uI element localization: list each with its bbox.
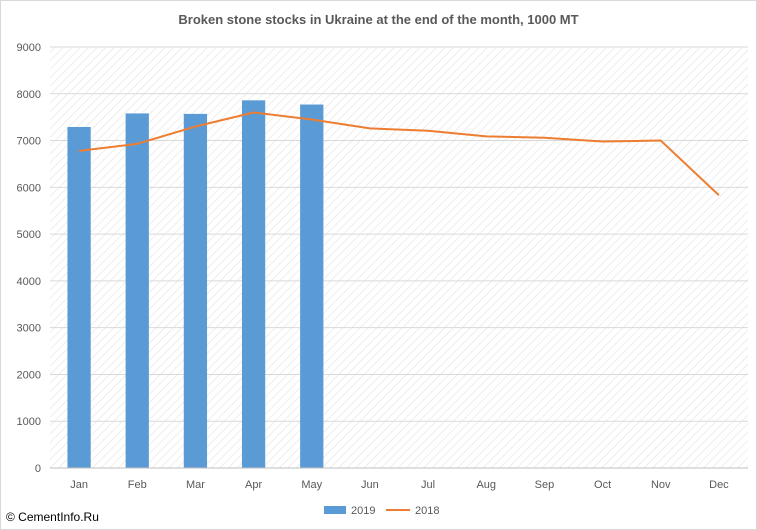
y-tick-label: 5000 <box>17 229 41 241</box>
x-tick-label: Sep <box>535 479 555 491</box>
bar-2019 <box>241 100 266 469</box>
x-tick-label: Aug <box>476 479 496 491</box>
y-tick-label: 4000 <box>17 276 41 288</box>
x-tick-label: May <box>301 479 322 491</box>
x-tick-label: Jun <box>361 479 379 491</box>
bar-2019 <box>125 113 149 469</box>
legend: 2019 2018 <box>324 505 439 517</box>
x-tick-label: Feb <box>128 479 147 491</box>
plot-area <box>50 47 748 468</box>
x-tick-label: Apr <box>245 479 262 491</box>
y-tick-label: 1000 <box>17 416 41 428</box>
x-tick-label: Jul <box>421 479 435 491</box>
bar-2019 <box>183 113 208 469</box>
axes: 0 1000 2000 3000 4000 5000 6000 7000 8000 9000 Jan… <box>17 42 748 491</box>
x-tick-label: Dec <box>709 479 729 491</box>
series-2019-bars <box>67 100 324 469</box>
y-tick-label: 3000 <box>17 323 41 335</box>
bar-2019 <box>300 104 324 468</box>
y-tick-label: 9000 <box>17 42 41 54</box>
x-tick-label: Mar <box>186 479 205 491</box>
x-tick-label: Nov <box>651 479 671 491</box>
legend-swatch-2019 <box>324 506 346 514</box>
y-tick-label: 7000 <box>17 136 41 148</box>
y-tick-label: 6000 <box>17 182 41 194</box>
line-2018 <box>78 111 720 197</box>
watermark: © CementInfo.Ru <box>6 510 99 524</box>
y-tick-label: 2000 <box>17 369 41 381</box>
y-tick-label: 8000 <box>17 89 41 101</box>
x-tick-label: Jan <box>70 479 88 491</box>
legend-label-2018: 2018 <box>415 505 439 517</box>
x-tick-label: Oct <box>594 479 611 491</box>
chart-title: Broken stone stocks in Ukraine at the en… <box>178 12 579 27</box>
y-tick-label: 0 <box>35 463 41 475</box>
legend-label-2019: 2019 <box>351 505 375 517</box>
series-2018-line <box>78 111 720 197</box>
bar-2019 <box>67 126 91 469</box>
